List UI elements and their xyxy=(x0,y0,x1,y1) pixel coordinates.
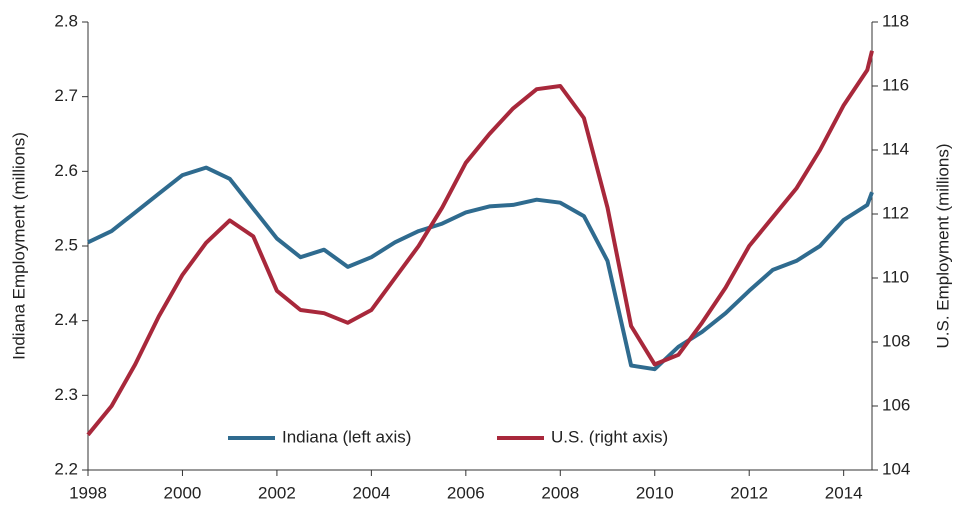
y-tick-label: 2.6 xyxy=(54,161,78,180)
x-tick-label: 2006 xyxy=(447,483,485,502)
x-tick-label: 2012 xyxy=(730,483,768,502)
y-tick-label: 2.5 xyxy=(54,235,78,254)
y2-tick-label: 108 xyxy=(882,331,910,350)
x-tick-label: 2002 xyxy=(258,483,296,502)
y-axis-label: Indiana Employment (millions) xyxy=(9,132,28,360)
x-tick-label: 2010 xyxy=(636,483,674,502)
y2-axis-label: U.S. Employment (millions) xyxy=(933,144,952,349)
x-tick-label: 2000 xyxy=(164,483,202,502)
y2-tick-label: 116 xyxy=(882,75,909,94)
y-tick-label: 2.4 xyxy=(54,310,78,329)
y2-tick-label: 114 xyxy=(882,139,909,158)
y2-tick-label: 106 xyxy=(882,395,910,414)
y-tick-label: 2.2 xyxy=(54,459,78,478)
legend-label: Indiana (left axis) xyxy=(282,427,411,446)
y2-tick-label: 104 xyxy=(882,459,910,478)
x-tick-label: 2008 xyxy=(541,483,579,502)
y2-tick-label: 110 xyxy=(882,267,909,286)
series-line xyxy=(87,165,874,372)
y-tick-label: 2.3 xyxy=(54,385,78,404)
x-tick-label: 2014 xyxy=(825,483,863,502)
series-line xyxy=(86,50,874,437)
y2-tick-label: 118 xyxy=(882,11,909,30)
y-tick-label: 2.8 xyxy=(54,11,78,30)
x-tick-label: 1998 xyxy=(69,483,107,502)
y2-tick-label: 112 xyxy=(882,203,909,222)
y-tick-label: 2.7 xyxy=(54,86,78,105)
legend-label: U.S. (right axis) xyxy=(551,427,668,446)
x-tick-label: 2004 xyxy=(352,483,390,502)
